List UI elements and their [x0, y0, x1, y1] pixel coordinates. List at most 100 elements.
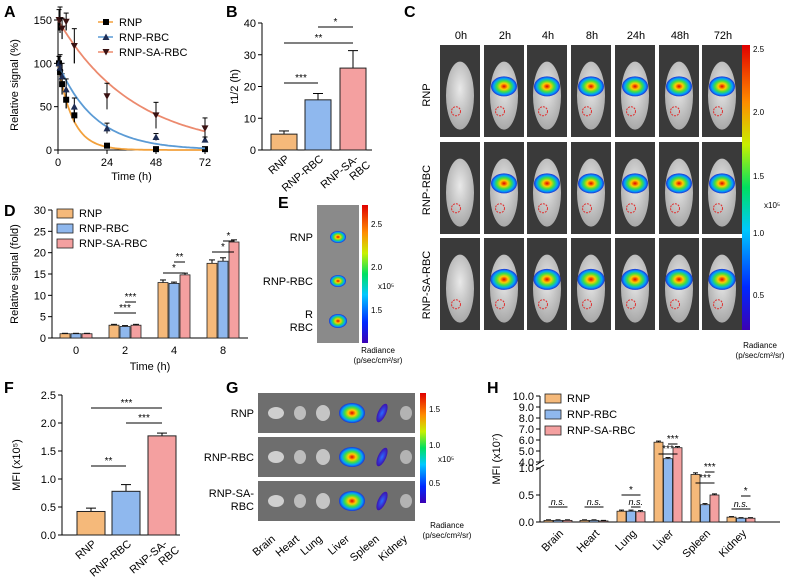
- y-tick-label: 2.0: [41, 418, 56, 430]
- x-tick-label: 0: [55, 157, 61, 169]
- colorbar-tick: 0.5: [429, 479, 441, 488]
- tumor-marker: [538, 106, 548, 117]
- organ-label: Brain: [251, 533, 278, 559]
- bar: [736, 517, 746, 523]
- bar: [304, 99, 332, 151]
- organ-images: [268, 403, 412, 511]
- imaging-panel-g: RNP RNP-RBC RNP-SA- RBC Brain Heart Lung…: [204, 393, 472, 564]
- colorbar-e: [362, 205, 368, 343]
- legend-label: RNP-SA-RBC: [119, 47, 188, 59]
- colorbar-unit: x10⁵: [378, 282, 394, 291]
- panel-label-d: D: [4, 203, 16, 220]
- colorbar-tick: 2.0: [753, 108, 765, 117]
- fit-curve: [57, 62, 205, 150]
- organ-row-label: RNP-SA-: [209, 488, 255, 500]
- bar: [543, 519, 554, 523]
- bar: [179, 274, 191, 339]
- x-tick-label: 0: [73, 345, 79, 357]
- liver-signal: [578, 173, 604, 194]
- bar: [616, 510, 627, 523]
- organ-liver: [339, 403, 365, 423]
- organ-lung: [316, 449, 330, 465]
- significance-label: ***: [295, 73, 307, 84]
- significance-label: *: [629, 485, 633, 496]
- liver-signal: [534, 173, 560, 194]
- chart-h: 0.0 0.5 1.04.05.06.07.08.09.010.0 MFI (x10⁷…: [491, 391, 780, 560]
- bar: [111, 490, 141, 536]
- x-tick-label: 8: [220, 345, 226, 357]
- tumor-marker: [538, 203, 548, 214]
- bar: [70, 333, 82, 339]
- panel-label-b: B: [226, 4, 238, 21]
- tumor-marker: [451, 106, 461, 117]
- data-point: [152, 133, 160, 140]
- y-tick-label: 0: [40, 333, 46, 345]
- liver-signal: [665, 268, 693, 290]
- bar: [147, 435, 177, 536]
- liver-signal: [578, 76, 604, 97]
- legend-marker: [103, 19, 109, 25]
- organ-spleen: [376, 447, 388, 467]
- y-axis-title: Relative signal (fold): [9, 224, 21, 324]
- significance-label: *: [227, 231, 231, 242]
- y-axis-title: t1/2 (h): [229, 69, 241, 104]
- liver-signal: [622, 173, 648, 194]
- organ-lung: [316, 493, 330, 509]
- y-tick-label: 25: [34, 226, 46, 238]
- data-point: [201, 136, 209, 143]
- tumor-marker: [451, 203, 461, 214]
- time-label: 2h: [499, 30, 511, 42]
- organ-spleen: [376, 403, 388, 423]
- sample-label: RNP-RBC: [263, 276, 313, 288]
- x-tick-label: 24: [101, 157, 113, 169]
- tumor-marker: [626, 203, 636, 214]
- significance-label: *: [221, 242, 225, 253]
- significance-label: ***: [667, 434, 679, 445]
- tumor-marker: [582, 299, 592, 310]
- bar: [745, 517, 756, 523]
- organ-image-row: [258, 481, 415, 521]
- tumor-marker: [495, 106, 505, 117]
- bar: [339, 67, 367, 151]
- significance-label: ***: [704, 462, 716, 473]
- chart-a: 0 50 100 150 Relative signal (%) 0 24 48 72 Time …: [9, 6, 211, 183]
- tumor-marker: [670, 203, 680, 214]
- organ-kidney: [400, 450, 412, 464]
- organ-label: Heart: [274, 533, 302, 559]
- bar: [270, 133, 298, 151]
- x-tick-label: Lung: [613, 528, 639, 554]
- legend-swatch: [56, 223, 74, 234]
- colorbar-tick: 1.0: [429, 441, 441, 450]
- fit-curve: [57, 63, 205, 151]
- y-tick-label: 0: [250, 145, 256, 157]
- bar: [653, 441, 664, 523]
- imaging-panel-c: 0h 2h 4h 8h 24h 48h 72h RNP RNP-RBC RNP-…: [421, 30, 785, 360]
- colorbar-label: (p/sec/cm²/sr): [354, 356, 403, 365]
- organ-kidney: [400, 494, 412, 508]
- liver-signal: [709, 173, 735, 194]
- x-tick-label: Liver: [651, 527, 677, 553]
- organ-row-label: RNP: [231, 408, 254, 420]
- legend-label: RNP-RBC: [119, 32, 169, 44]
- panel-label-g: G: [226, 380, 238, 397]
- significance-label: n.s.: [587, 497, 602, 507]
- liver-signal: [666, 76, 692, 97]
- y-tick-label: 6.0: [519, 435, 534, 447]
- significance-label: ***: [119, 303, 131, 314]
- y-tick-label: 0.0: [519, 517, 534, 529]
- organ-brain: [268, 451, 284, 463]
- colorbar-label: Radiance: [361, 346, 395, 355]
- imaging-panel-e: RNP RNP-RBC R RBC 2.5 2.0 x10⁵ 1.5 Radia…: [263, 205, 403, 365]
- y-axis-title: Relative signal (%): [9, 39, 21, 131]
- tumor-marker: [495, 299, 505, 310]
- colorbar-tick: 1.5: [753, 172, 765, 181]
- tumor-marker: [538, 299, 548, 310]
- x-axis-title: Time (h): [130, 361, 171, 373]
- y-tick-label: 8.0: [519, 413, 534, 425]
- y-tick-label: 30: [244, 50, 256, 62]
- y-tick-label: 40: [244, 18, 256, 30]
- organ-kidney: [400, 406, 412, 420]
- mouse-body: [446, 158, 474, 227]
